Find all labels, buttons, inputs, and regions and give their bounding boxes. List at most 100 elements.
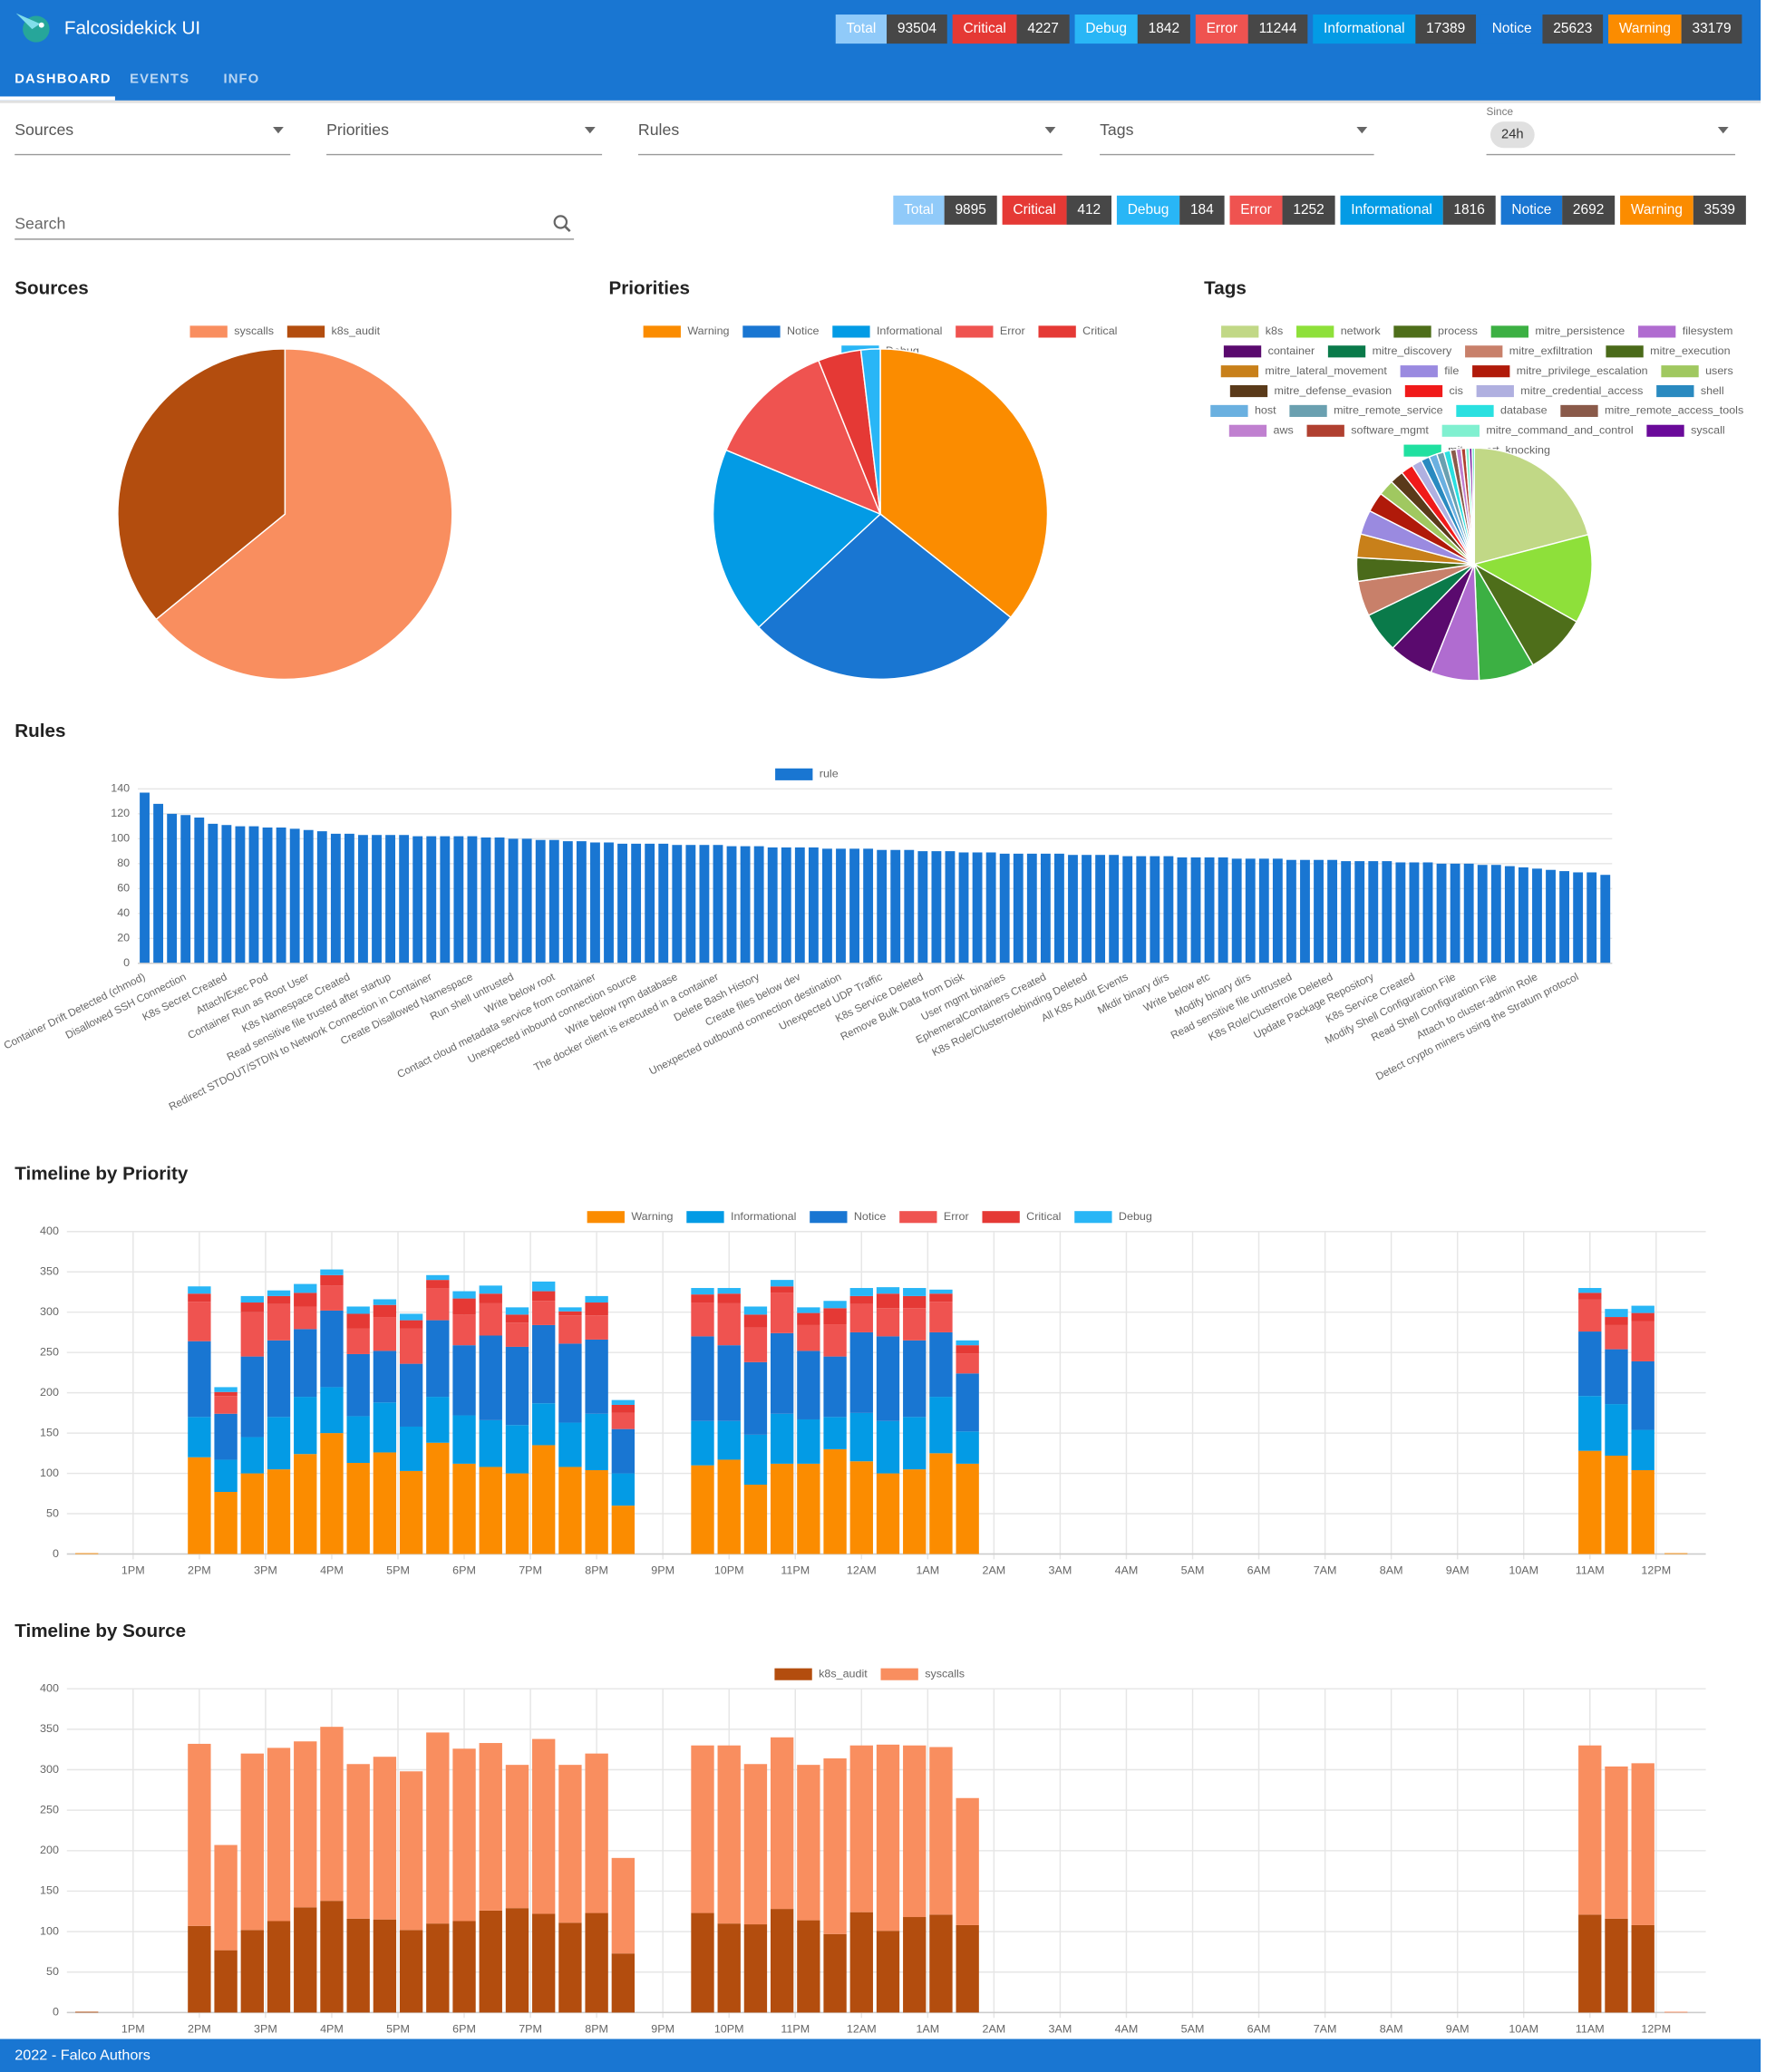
footer-bar (0, 2038, 1761, 2072)
counter-label-bg (1620, 195, 1693, 225)
bar-segment (956, 1924, 979, 2013)
since-value[interactable]: 24h (1501, 128, 1524, 142)
legend-swatch (774, 1668, 812, 1680)
bar-segment (452, 1298, 476, 1315)
counter-label: Total (904, 202, 934, 218)
bar-segment (426, 1732, 450, 1924)
x-tick-label: 8PM (585, 1564, 608, 1577)
bar (645, 843, 655, 963)
x-tick-label: 1AM (916, 2023, 939, 2036)
legend-swatch (832, 325, 870, 338)
bar (508, 838, 519, 963)
chart-title: Timeline by Priority (15, 1164, 189, 1185)
bar (1245, 858, 1256, 963)
bar-segment (823, 1308, 847, 1325)
bar (1150, 856, 1160, 963)
since-chip[interactable] (1489, 121, 1535, 149)
legend-swatch (1560, 404, 1598, 417)
counter-value-bg (1415, 15, 1477, 44)
dropdown-arrow[interactable] (273, 126, 284, 134)
legend-label: Warning (687, 324, 729, 337)
tab[interactable]: EVENTS (130, 72, 189, 86)
dropdown-arrow[interactable] (1356, 126, 1368, 134)
bar-segment (532, 1324, 556, 1404)
search-placeholder[interactable]: Search (15, 215, 65, 233)
counter-value-bg (944, 195, 997, 225)
bar (1272, 858, 1283, 963)
bar-segment (691, 1465, 714, 1554)
legend-label: rule (820, 768, 839, 780)
legend-swatch (1223, 345, 1262, 358)
bar-segment (849, 1912, 873, 2013)
bar (1082, 855, 1092, 963)
legend-label: Critical (1026, 1210, 1061, 1223)
select-label[interactable]: Rules (638, 121, 679, 139)
bar-segment (373, 1317, 397, 1351)
bar-segment (505, 1322, 529, 1347)
bar-segment (294, 1454, 317, 1554)
select-label[interactable]: Priorities (326, 121, 389, 139)
legend-swatch (1456, 404, 1494, 417)
bar-segment (585, 1302, 608, 1316)
legend-label: syscalls (925, 1668, 965, 1680)
bar (494, 837, 505, 963)
bar (167, 813, 178, 963)
y-tick-label: 200 (40, 1844, 59, 1856)
bar-segment (1631, 1360, 1654, 1430)
legend-swatch (1296, 325, 1334, 338)
bar-segment (267, 1921, 291, 2013)
bar-segment (294, 1283, 317, 1293)
bar-segment (240, 1473, 264, 1554)
bar-segment (743, 1306, 768, 1315)
counter-value: 1816 (1453, 202, 1484, 218)
bar-segment (532, 1913, 556, 2013)
bar-segment (611, 1953, 636, 2013)
tab[interactable]: INFO (223, 72, 259, 86)
bar-segment (876, 1308, 900, 1337)
x-tick-label: 7AM (1314, 1564, 1337, 1577)
bar-segment (479, 1467, 502, 1554)
select-label[interactable]: Sources (15, 121, 73, 139)
bar-segment (532, 1738, 556, 1914)
counter-label-bg (1074, 15, 1138, 44)
counter-value-bg (1681, 15, 1742, 44)
bar-segment (903, 1745, 927, 1918)
legend-label: Critical (1082, 324, 1117, 337)
bar-segment (903, 1288, 927, 1296)
counter-label: Informational (1324, 21, 1405, 36)
counter-value-bg (1693, 195, 1746, 225)
y-tick-label: 350 (40, 1722, 59, 1735)
bar-segment (823, 1933, 847, 2013)
counter-value-bg (1137, 15, 1190, 44)
bar-segment (373, 1304, 397, 1318)
x-tick-label: 11PM (781, 2023, 810, 2036)
footer-text: 2022 - Falco Authors (15, 2048, 150, 2064)
search-icon[interactable] (564, 226, 571, 233)
bar-segment (876, 1420, 900, 1474)
legend-swatch (1306, 424, 1344, 437)
bar-segment (929, 1747, 953, 1915)
dropdown-arrow[interactable] (1717, 126, 1729, 134)
bar-segment (743, 1314, 768, 1328)
bar (917, 851, 928, 963)
bar (617, 843, 627, 963)
bar-segment (1605, 1404, 1628, 1457)
x-tick-label: 8AM (1380, 1564, 1403, 1577)
dropdown-arrow[interactable] (1044, 126, 1056, 134)
search-icon[interactable] (553, 215, 568, 229)
bar (235, 826, 246, 963)
x-tick-label: 12AM (847, 1564, 877, 1577)
bar-segment (188, 1925, 211, 2013)
legend-label: mitre_execution (1650, 344, 1731, 357)
select-label[interactable]: Tags (1100, 121, 1134, 139)
bar-segment (743, 1485, 768, 1554)
tab[interactable]: DASHBOARD (15, 72, 111, 86)
bar (248, 826, 259, 963)
bar-segment (532, 1301, 556, 1325)
pie-slice (757, 513, 1012, 681)
counter-label-bg (1340, 195, 1443, 225)
legend-swatch (982, 1211, 1020, 1224)
dropdown-arrow[interactable] (584, 126, 596, 134)
legend-label: database (1500, 404, 1548, 417)
